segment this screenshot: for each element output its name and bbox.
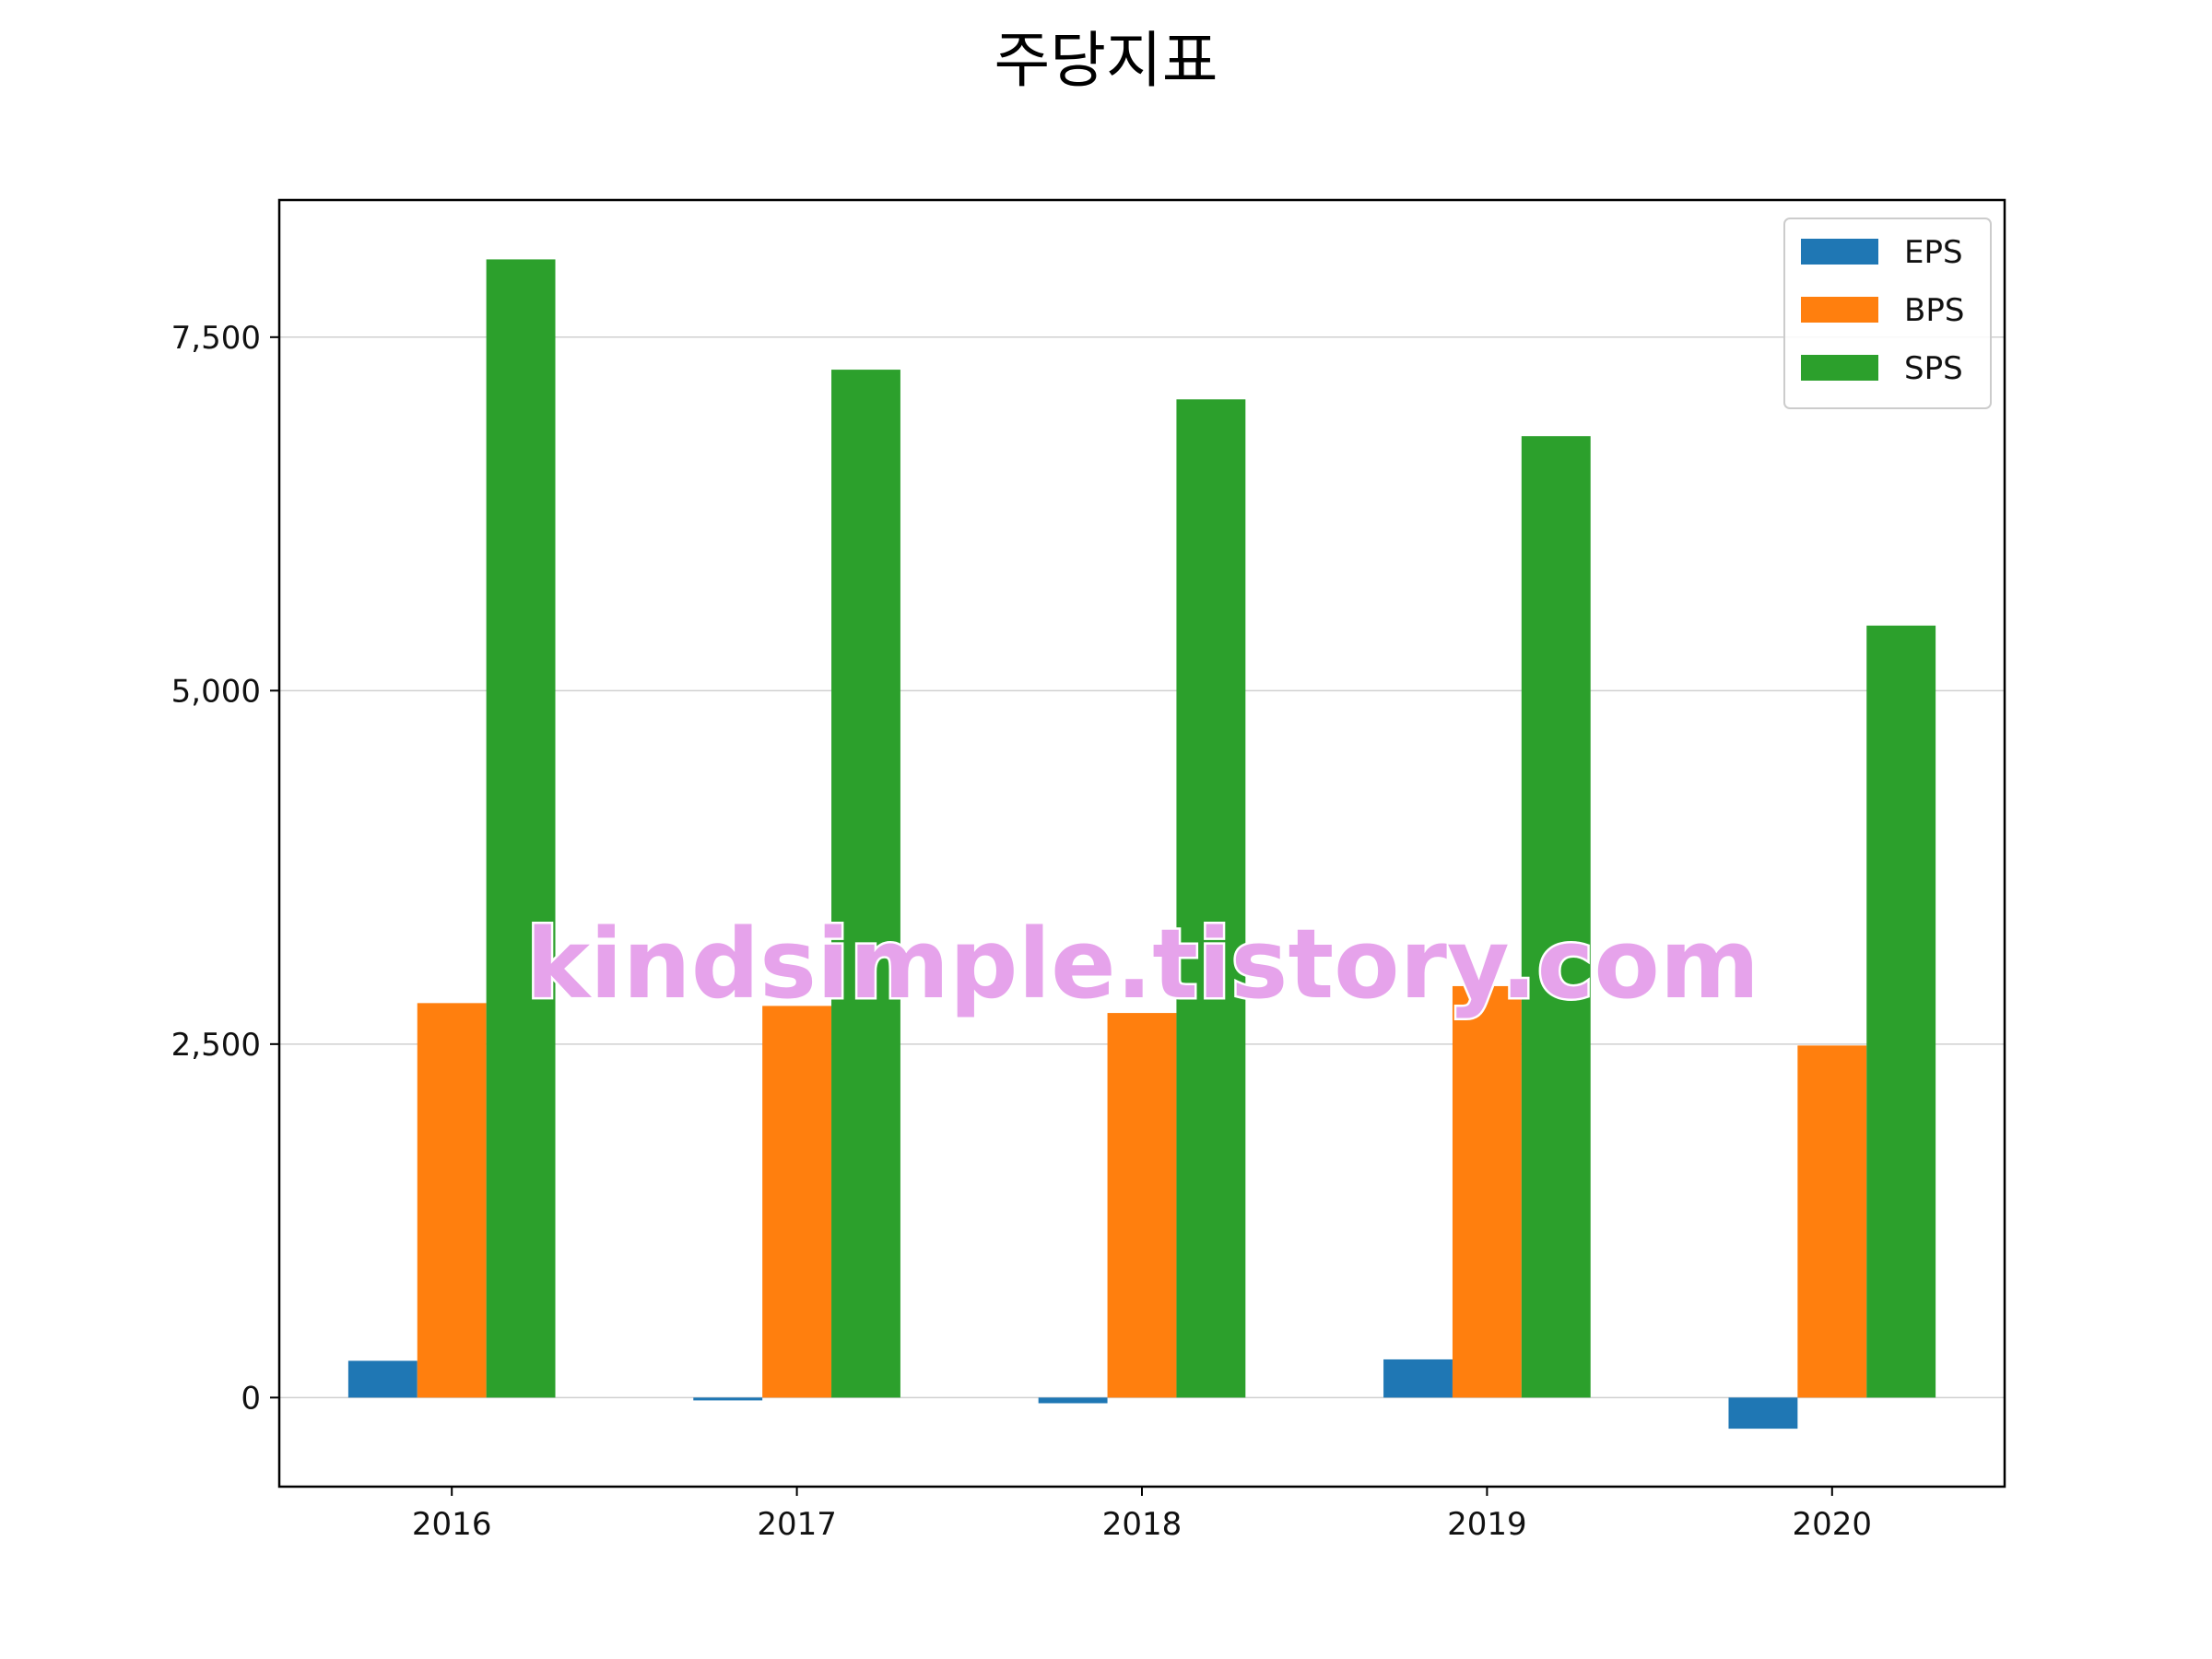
bar-bps-2020	[1797, 1045, 1867, 1398]
bar-eps-2017	[693, 1397, 763, 1401]
legend-label-eps: EPS	[1904, 234, 1963, 271]
y-tick-label: 7,500	[171, 320, 261, 357]
chart-title: 주당지표	[994, 25, 1218, 96]
bar-bps-2019	[1452, 985, 1522, 1398]
bar-eps-2020	[1728, 1397, 1798, 1430]
bar-sps-2020	[1866, 625, 1936, 1398]
bar-sps-2017	[831, 370, 900, 1398]
y-tick-label: 2,500	[171, 1027, 261, 1064]
legend-label-bps: BPS	[1904, 292, 1964, 329]
legend-swatch-eps	[1801, 239, 1878, 265]
x-tick-label: 2016	[412, 1506, 492, 1543]
y-tick-label: 5,000	[171, 673, 261, 710]
bar-sps-2016	[486, 259, 556, 1398]
legend-label-sps: SPS	[1904, 350, 1963, 387]
x-tick-label: 2019	[1447, 1506, 1527, 1543]
bar-bps-2016	[417, 1003, 487, 1398]
legend-swatch-sps	[1801, 355, 1878, 381]
bar-eps-2018	[1038, 1397, 1108, 1404]
axes: 0 2,500 5,000 7,500 2016 2017 2018 2019 2020	[171, 320, 1872, 1543]
x-tick-label: 2017	[757, 1506, 837, 1543]
bars	[347, 259, 1936, 1430]
legend-swatch-bps	[1801, 297, 1878, 323]
bar-sps-2018	[1176, 399, 1246, 1398]
x-tick-label: 2020	[1793, 1506, 1873, 1543]
watermark-text: kindsimple.tistory.com	[526, 908, 1759, 1020]
bar-bps-2018	[1107, 1013, 1177, 1398]
legend: EPS BPS SPS	[1783, 218, 1992, 409]
bar-eps-2016	[347, 1360, 418, 1398]
y-tick-label: 0	[241, 1380, 261, 1417]
bar-sps-2019	[1521, 436, 1591, 1398]
bar-bps-2017	[762, 1006, 832, 1398]
x-tick-label: 2018	[1102, 1506, 1182, 1543]
bar-eps-2019	[1383, 1359, 1453, 1398]
